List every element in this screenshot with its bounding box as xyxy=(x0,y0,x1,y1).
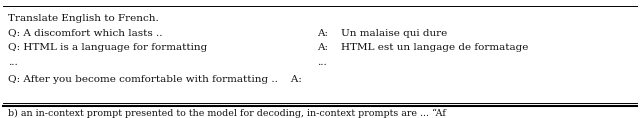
Text: A:    Un malaise qui dure: A: Un malaise qui dure xyxy=(317,29,447,38)
Text: Translate English to French.: Translate English to French. xyxy=(8,14,159,23)
Text: ...: ... xyxy=(8,58,17,67)
Text: Q: A discomfort which lasts ..: Q: A discomfort which lasts .. xyxy=(8,29,162,38)
Text: b) an in-context prompt presented to the model for decoding, in-context prompts : b) an in-context prompt presented to the… xyxy=(8,109,445,118)
Text: Q: HTML is a language for formatting: Q: HTML is a language for formatting xyxy=(8,43,207,52)
Text: ...: ... xyxy=(317,58,326,67)
Text: Q: After you become comfortable with formatting ..    A:: Q: After you become comfortable with for… xyxy=(8,75,301,84)
Text: A:    HTML est un langage de formatage: A: HTML est un langage de formatage xyxy=(317,43,528,52)
